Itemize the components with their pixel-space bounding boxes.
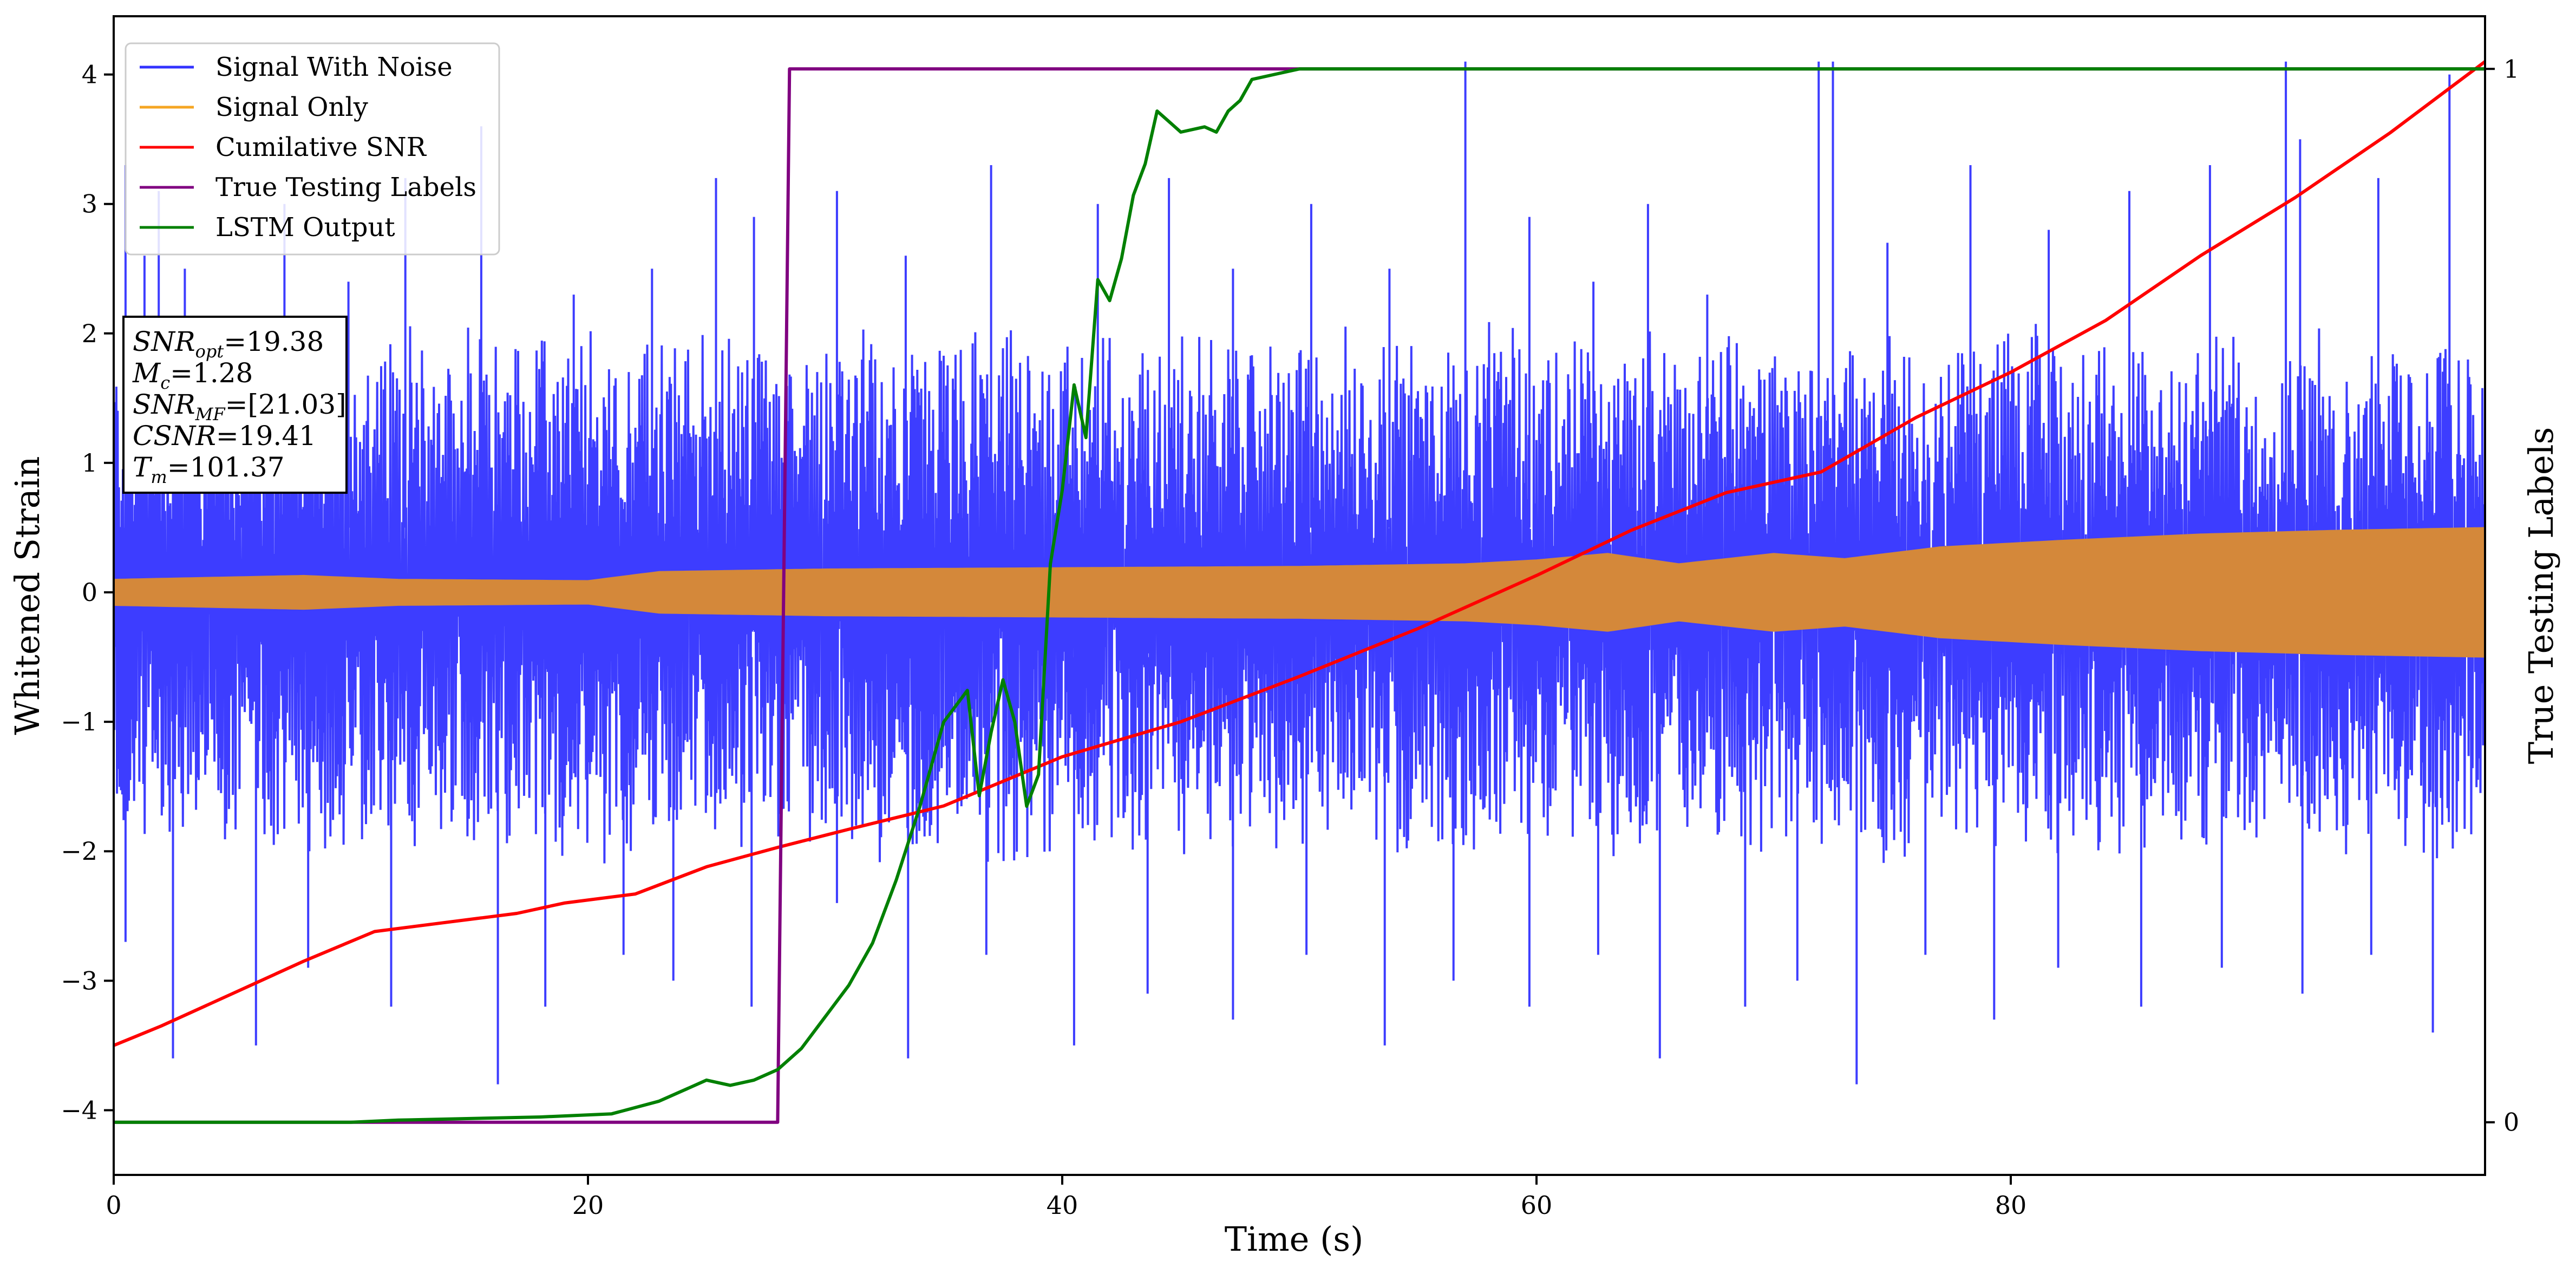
x-tick-label: 20 [572, 1191, 604, 1220]
y-tick-label: −3 [61, 966, 97, 995]
annotation-snr-mf: SNRMF=[21.03] [133, 389, 346, 424]
y-tick-label: −4 [61, 1095, 97, 1125]
plot-frame [113, 15, 2486, 1176]
x-tick-label: 60 [1521, 1191, 1553, 1220]
metrics-annotation-box: SNRopt=19.38 Mc=1.28 SNRMF=[21.03] CSNR=… [122, 316, 348, 494]
y-tick-label: −1 [61, 707, 97, 736]
legend-box [125, 42, 500, 256]
series-lstm-output [114, 67, 2485, 1124]
legend-label: Signal With Noise [215, 52, 453, 82]
annotation-frame [122, 316, 348, 494]
legend-entry: LSTM Output [140, 212, 395, 243]
legend-label: LSTM Output [215, 212, 395, 243]
legend-entry: Signal With Noise [140, 52, 453, 82]
y2-tick-label: 0 [2503, 1108, 2519, 1137]
legend-label: True Testing Labels [215, 172, 476, 202]
plot-series-layer [114, 60, 2485, 1124]
legend-entry: Cumilative SNR [140, 132, 427, 162]
annotation-chirp-mass: Mc=1.28 [132, 357, 253, 393]
y-tick-label: 4 [82, 60, 97, 89]
series-signal-only [114, 527, 2485, 658]
x-tick-label: 0 [106, 1191, 121, 1220]
series-cumulative-snr [114, 60, 2485, 1047]
legend-label: Cumilative SNR [215, 132, 427, 162]
x-axis-title: Time (s) [1225, 1219, 1364, 1259]
series-signal-with-noise [114, 61, 2485, 1084]
y2-axis-title: True Testing Labels [2521, 427, 2561, 765]
y-tick-label: 1 [82, 448, 97, 478]
legend-entry: Signal Only [140, 92, 368, 122]
y-tick-label: −2 [61, 837, 97, 866]
annotation-snr-opt: SNRopt=19.38 [133, 326, 324, 362]
x-tick-label: 40 [1047, 1191, 1078, 1220]
y2-tick-label: 1 [2503, 54, 2519, 83]
y-tick-label: 0 [82, 578, 97, 607]
y-tick-label: 3 [82, 190, 97, 219]
legend-label: Signal Only [215, 92, 368, 122]
legend-entry: True Testing Labels [140, 172, 476, 202]
legend: Signal With Noise Signal Only Cumilative… [125, 42, 500, 256]
y-tick-label: 2 [82, 319, 97, 348]
y-axis-title: Whitened Strain [8, 456, 47, 735]
x-tick-label: 80 [1995, 1191, 2027, 1220]
annotation-csnr: CSNR=19.41 [133, 420, 316, 452]
annotation-merger-time: Tm=101.37 [133, 452, 285, 487]
